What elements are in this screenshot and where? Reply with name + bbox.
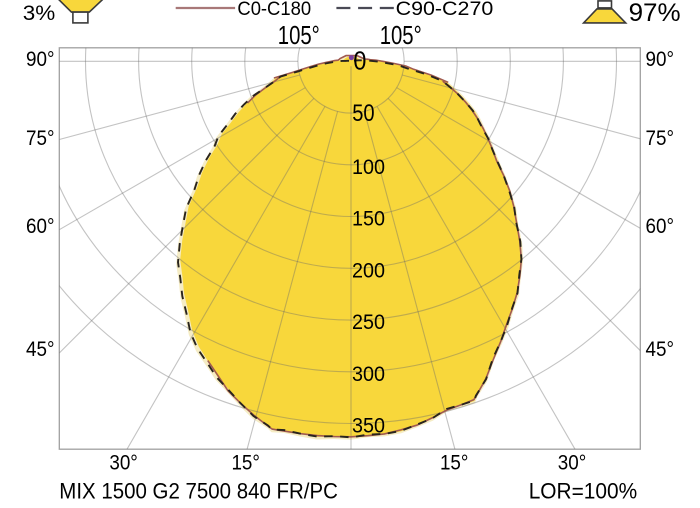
- svg-text:250: 250: [352, 310, 385, 334]
- svg-text:100: 100: [352, 155, 385, 179]
- svg-text:50: 50: [352, 100, 374, 127]
- svg-text:75°: 75°: [646, 126, 675, 150]
- svg-text:300: 300: [352, 362, 385, 386]
- svg-text:3%: 3%: [23, 1, 56, 25]
- svg-text:C0-C180: C0-C180: [237, 0, 311, 20]
- svg-text:97%: 97%: [629, 0, 681, 27]
- svg-text:MIX 1500 G2 7500 840 FR/PC: MIX 1500 G2 7500 840 FR/PC: [59, 479, 338, 504]
- svg-text:45°: 45°: [26, 337, 55, 361]
- svg-text:150: 150: [352, 207, 385, 231]
- svg-text:200: 200: [352, 258, 385, 282]
- svg-text:105°: 105°: [278, 22, 320, 50]
- svg-text:C90-C270: C90-C270: [396, 0, 494, 20]
- svg-text:60°: 60°: [646, 214, 675, 238]
- svg-text:0: 0: [353, 47, 366, 75]
- svg-text:60°: 60°: [26, 214, 55, 238]
- svg-text:45°: 45°: [646, 337, 675, 361]
- svg-text:30°: 30°: [109, 450, 138, 474]
- svg-text:15°: 15°: [231, 450, 260, 474]
- svg-text:350: 350: [352, 414, 385, 438]
- svg-text:LOR=100%: LOR=100%: [529, 479, 638, 504]
- svg-text:105°: 105°: [380, 22, 422, 50]
- svg-text:30°: 30°: [558, 450, 587, 474]
- svg-text:90°: 90°: [26, 47, 55, 71]
- svg-text:90°: 90°: [646, 47, 675, 71]
- svg-text:15°: 15°: [440, 450, 469, 474]
- svg-text:75°: 75°: [26, 126, 55, 150]
